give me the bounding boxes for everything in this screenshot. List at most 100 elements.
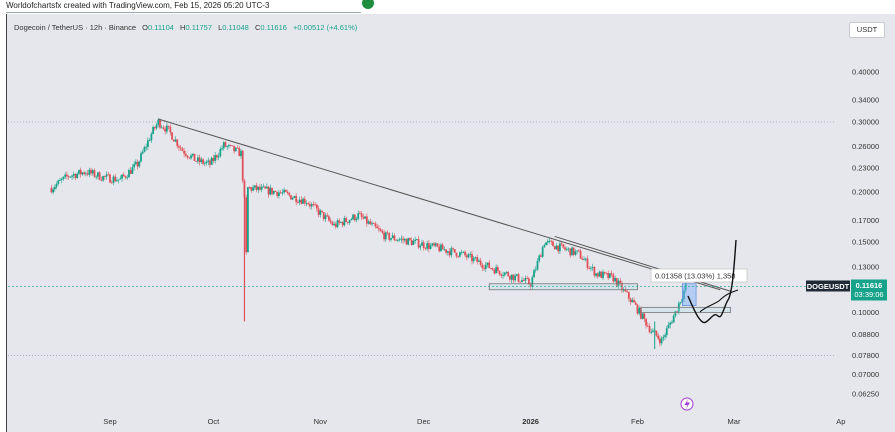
candle <box>608 273 611 279</box>
candle <box>119 175 122 180</box>
candle <box>67 175 70 180</box>
credit-underline <box>6 12 361 13</box>
candle <box>422 240 425 251</box>
candle <box>126 174 129 180</box>
candle <box>150 131 153 143</box>
candle <box>467 252 470 259</box>
candle <box>307 201 310 206</box>
candle <box>607 270 610 281</box>
y-axis: 0.40000 0.34000 0.30000 0.26000 0.23000 0.200… <box>852 68 879 399</box>
candle <box>353 213 356 222</box>
y-tick-label: 0.20000 <box>852 188 879 197</box>
x-tick-label: Ap <box>836 417 845 426</box>
currency-button[interactable]: USDT <box>849 22 885 38</box>
candle <box>278 189 280 199</box>
candle <box>260 183 263 193</box>
candle <box>186 155 189 160</box>
candle <box>267 185 270 198</box>
candle <box>479 257 482 267</box>
candle <box>81 171 84 176</box>
candle <box>498 270 501 276</box>
candle <box>228 143 230 149</box>
candle <box>203 160 206 167</box>
candle <box>148 138 151 142</box>
candle <box>188 157 191 160</box>
candle <box>500 273 503 279</box>
candle <box>379 227 382 232</box>
candle <box>521 276 523 283</box>
candle <box>93 168 96 178</box>
candle <box>631 297 634 303</box>
x-axis: Sep Oct Nov Dec 2026 Feb Mar Ap <box>103 417 845 426</box>
candle <box>229 144 232 147</box>
y-tick-label: 0.17000 <box>852 216 879 225</box>
candle <box>546 239 549 246</box>
candle <box>321 210 323 213</box>
support-zone <box>488 283 638 291</box>
candle <box>595 272 597 278</box>
symbol-tag-bg <box>806 280 850 292</box>
y-tick-label: 0.15000 <box>852 238 879 247</box>
legend-symbol: Dogecoin / TetherUS · 12h · Binance <box>14 23 137 32</box>
projection-path-alt <box>699 289 739 313</box>
candle <box>510 274 513 283</box>
candle <box>362 213 365 220</box>
candle <box>264 186 267 189</box>
candle <box>584 257 587 262</box>
candle <box>86 170 89 177</box>
candle <box>562 243 565 249</box>
candle <box>219 146 222 158</box>
event-lightning-icon[interactable] <box>680 397 694 411</box>
candle <box>519 281 522 283</box>
candle <box>443 246 446 252</box>
candle <box>241 149 244 184</box>
candle <box>514 273 516 283</box>
grid-lines <box>8 121 835 356</box>
candle <box>603 271 606 276</box>
x-tick-label: Sep <box>103 417 116 426</box>
candle <box>424 247 427 251</box>
candle <box>79 167 82 178</box>
candle <box>541 245 544 259</box>
candle <box>536 258 539 271</box>
candle <box>683 287 685 303</box>
candle <box>360 211 363 221</box>
candle <box>305 200 308 207</box>
candle <box>114 173 117 183</box>
candle <box>88 167 91 177</box>
candle <box>409 237 411 241</box>
candle <box>593 266 596 278</box>
candle <box>231 145 234 147</box>
candle <box>64 172 67 179</box>
candle <box>517 272 520 283</box>
candle <box>197 154 199 165</box>
candle <box>464 250 466 258</box>
measure-box <box>681 283 697 306</box>
candle <box>477 258 480 262</box>
candle <box>543 243 546 248</box>
candle <box>452 247 454 252</box>
candle <box>469 251 472 258</box>
candle <box>448 248 451 258</box>
candle <box>598 270 601 277</box>
candle <box>174 136 177 143</box>
candle <box>193 153 196 161</box>
candle <box>314 202 317 206</box>
candle <box>552 240 554 247</box>
candle <box>486 262 489 268</box>
candle <box>491 267 494 271</box>
chart-panel[interactable] <box>6 14 895 432</box>
record-dot-icon[interactable] <box>362 0 374 9</box>
candle <box>646 322 649 328</box>
candle <box>212 154 215 164</box>
candle <box>76 172 79 179</box>
candle <box>652 328 654 334</box>
candle <box>214 151 217 164</box>
candle <box>615 277 618 288</box>
candle <box>165 122 168 134</box>
candle <box>434 241 437 248</box>
candle <box>281 189 284 196</box>
candle <box>343 215 346 227</box>
candle <box>496 265 499 274</box>
